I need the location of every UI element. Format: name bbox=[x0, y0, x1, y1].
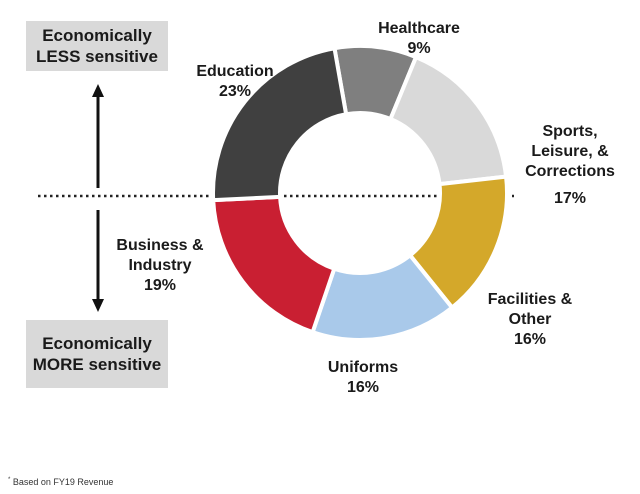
label-healthcare: Healthcare 9% bbox=[364, 19, 474, 59]
label-business: Business & Industry 19% bbox=[95, 236, 225, 296]
sensitivity-divider-line bbox=[38, 194, 514, 198]
label-sports-name-2: Leisure, & bbox=[531, 143, 609, 160]
label-business-value: 19% bbox=[143, 277, 177, 294]
donut-slice-education bbox=[211, 45, 349, 203]
label-sports-name-1: Sports, bbox=[542, 123, 598, 140]
label-sports-value: 17% bbox=[553, 190, 587, 207]
label-education-name: Education bbox=[196, 63, 274, 80]
label-facilities-name-1: Facilities & bbox=[487, 291, 573, 308]
less-sensitive-line2: LESS sensitive bbox=[36, 47, 158, 66]
donut-slice-business bbox=[211, 194, 337, 335]
label-healthcare-name: Healthcare bbox=[378, 20, 460, 37]
more-sensitive-box: Economically MORE sensitive bbox=[26, 320, 168, 388]
donut-slice-sports bbox=[387, 54, 509, 187]
footnote-marker: * bbox=[8, 477, 11, 483]
label-education-value: 23% bbox=[218, 83, 252, 100]
label-healthcare-value: 9% bbox=[407, 40, 431, 57]
footnote: * Based on FY19 Revenue bbox=[8, 477, 113, 487]
label-business-name-1: Business & bbox=[116, 237, 204, 254]
less-sensitive-line1: Economically bbox=[42, 26, 152, 45]
more-sensitive-line2: MORE sensitive bbox=[32, 355, 162, 374]
more-sensitive-line1: Economically bbox=[42, 334, 152, 353]
label-uniforms: Uniforms 16% bbox=[308, 358, 418, 398]
double-arrow-icon bbox=[92, 84, 104, 312]
label-facilities-name-2: Other bbox=[508, 311, 552, 328]
label-facilities: Facilities & Other 16% bbox=[470, 290, 590, 350]
label-sports-name-3: Corrections bbox=[525, 163, 615, 180]
label-uniforms-value: 16% bbox=[346, 379, 380, 396]
label-uniforms-name: Uniforms bbox=[327, 359, 399, 376]
label-business-name-2: Industry bbox=[128, 257, 192, 274]
less-sensitive-box: Economically LESS sensitive bbox=[26, 21, 168, 71]
label-education: Education 23% bbox=[180, 62, 290, 102]
label-sports: Sports, Leisure, & Corrections 17% bbox=[505, 122, 635, 209]
label-facilities-value: 16% bbox=[513, 331, 547, 348]
footnote-text: Based on FY19 Revenue bbox=[12, 477, 114, 487]
